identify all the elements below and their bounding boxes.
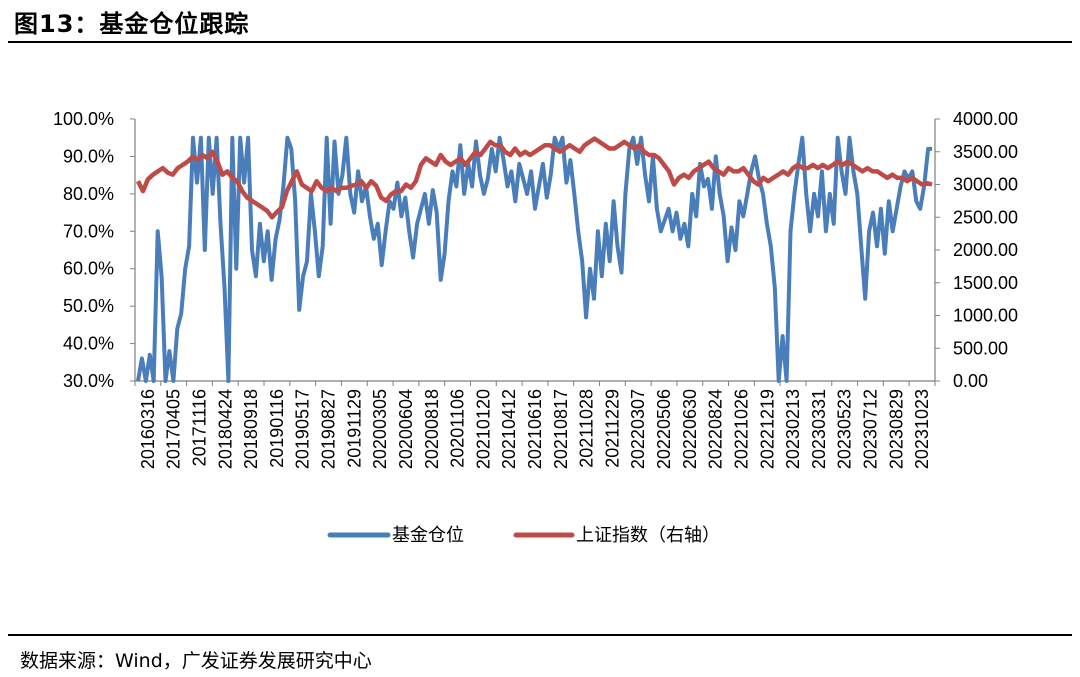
x-tick-label: 20180918 <box>241 389 261 469</box>
x-tick-label: 20230523 <box>835 389 855 469</box>
left-y-tick-label: 70.0% <box>63 221 114 241</box>
right-y-tick-label: 1000.00 <box>953 306 1018 326</box>
x-tick-label: 20171116 <box>190 389 210 466</box>
left-y-tick-label: 80.0% <box>63 184 114 204</box>
series-line-fund-position <box>136 135 932 383</box>
x-tick-label: 20220824 <box>706 389 726 469</box>
legend-label-fund-position: 基金仓位 <box>392 525 464 546</box>
x-tick-label: 20210817 <box>551 389 571 469</box>
x-tick-label: 20210616 <box>525 389 545 469</box>
legend-label-sse-index: 上证指数（右轴） <box>576 525 720 546</box>
left-y-tick-label: 100.0% <box>53 109 114 129</box>
fund-position-chart: 30.0% 40.0% 50.0% 60.0% 70.0% 80.0% 90.0% 100.0… <box>53 109 1018 546</box>
x-tick-label: 20211229 <box>602 389 622 468</box>
x-tick-label: 20160316 <box>138 389 158 469</box>
x-tick-label: 20231023 <box>912 389 932 469</box>
x-tick-label: 20190827 <box>319 389 339 469</box>
data-source: 数据来源：Wind，广发证券发展研究中心 <box>20 650 372 672</box>
left-y-tick-label: 50.0% <box>63 296 114 316</box>
x-tick-label: 20180424 <box>215 389 235 469</box>
right-y-tick-label: 2500.00 <box>953 207 1018 227</box>
series-line-sse-index <box>135 136 933 220</box>
right-axis-labels: 0.00 500.00 1000.00 1500.00 2000.00 2500.00 30… <box>953 109 1018 391</box>
x-tick-label: 20230213 <box>783 389 803 469</box>
left-y-tick-label: 30.0% <box>63 371 114 391</box>
x-tick-label: 20210412 <box>499 389 519 469</box>
right-y-tick-label: 3500.00 <box>953 142 1018 162</box>
left-y-tick-label: 40.0% <box>63 334 114 354</box>
x-tick-label: 20200818 <box>422 389 442 469</box>
x-tick-label: 20210120 <box>473 389 493 469</box>
x-tick-label: 20230829 <box>886 389 906 469</box>
right-y-tick-label: 500.00 <box>953 338 1008 358</box>
left-y-tick-label: 90.0% <box>63 146 114 166</box>
x-tick-label: 20200604 <box>396 389 416 469</box>
chart-title: 图13：基金仓位跟踪 <box>14 10 250 38</box>
x-tick-label: 20221026 <box>731 389 751 469</box>
x-tick-label: 20211028 <box>577 389 597 468</box>
right-y-tick-label: 2000.00 <box>953 240 1018 260</box>
series-lines <box>135 135 933 383</box>
title-divider <box>8 41 1072 43</box>
x-tick-label: 20200305 <box>370 389 390 469</box>
x-tick-label: 20170405 <box>164 389 184 469</box>
right-y-tick-label: 0.00 <box>953 371 988 391</box>
footer-divider <box>8 634 1072 636</box>
left-y-tick-label: 60.0% <box>63 259 114 279</box>
chart-legend: 基金仓位 上证指数（右轴） <box>327 525 720 546</box>
x-tick-label: 20190116 <box>267 389 287 468</box>
right-y-tick-label: 1500.00 <box>953 273 1018 293</box>
x-tick-label: 20220630 <box>680 389 700 469</box>
x-tick-label: 20190517 <box>293 389 313 469</box>
x-tick-label: 20221219 <box>757 389 777 469</box>
x-tick-label: 20220506 <box>654 389 674 469</box>
x-tick-label: 20220307 <box>628 389 648 469</box>
x-axis-labels: 20160316 20170405 20171116 20180424 20180918… <box>138 389 932 469</box>
right-y-tick-label: 4000.00 <box>953 109 1018 129</box>
x-tick-label: 20201106 <box>448 389 468 468</box>
chart-axes <box>130 118 940 386</box>
x-tick-label: 20230712 <box>860 389 880 469</box>
left-axis-labels: 30.0% 40.0% 50.0% 60.0% 70.0% 80.0% 90.0% 100.0… <box>53 109 114 391</box>
x-tick-label: 20230331 <box>809 389 829 469</box>
right-y-tick-label: 3000.00 <box>953 175 1018 195</box>
x-tick-label: 20191129 <box>344 389 364 468</box>
